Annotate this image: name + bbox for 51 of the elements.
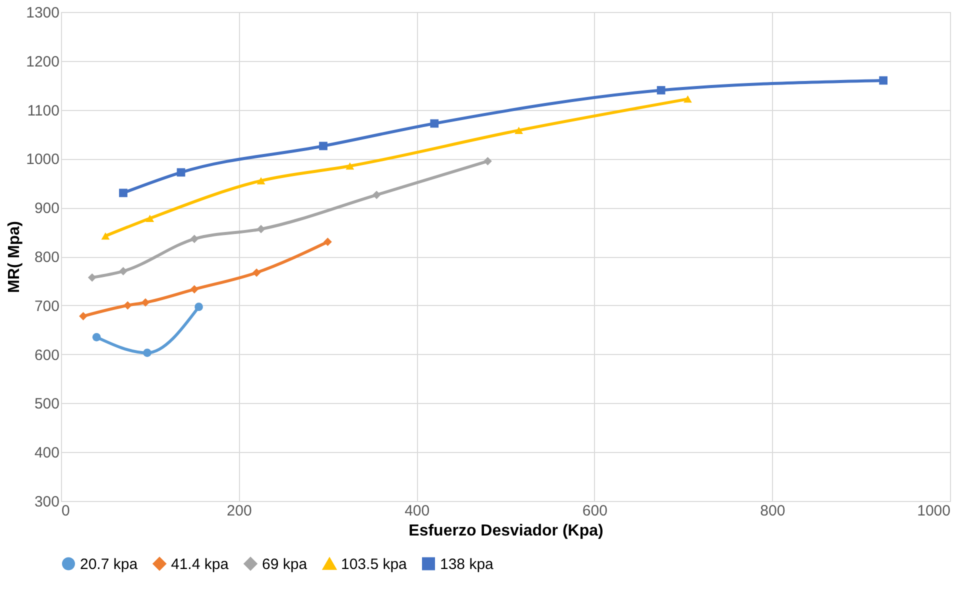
y-tick-label: 1000 <box>26 151 60 168</box>
point <box>256 224 266 234</box>
x-tick-label: 800 <box>760 502 786 520</box>
point <box>119 188 128 198</box>
point <box>119 266 128 276</box>
point <box>143 348 152 358</box>
y-axis-title: MR( Mpa) <box>6 221 24 293</box>
x-tick-label: 400 <box>404 502 430 520</box>
legend-label: 103.5 kpa <box>341 556 408 574</box>
y-tick-label: 400 <box>34 444 60 462</box>
y-tick-label: 800 <box>34 249 60 266</box>
point <box>194 302 203 312</box>
y-tick-label: 500 <box>34 396 60 413</box>
point <box>879 76 888 85</box>
point <box>176 168 186 177</box>
legend-label: 20.7 kpa <box>80 556 138 573</box>
point <box>656 86 666 94</box>
point <box>324 238 332 246</box>
point <box>141 298 150 307</box>
x-axis-title: Esfuerzo Desviador (Kpa) <box>408 522 604 540</box>
point <box>88 273 96 282</box>
point <box>190 285 199 294</box>
point <box>372 190 381 200</box>
point <box>92 333 101 342</box>
point <box>256 177 266 184</box>
x-tick-label: 200 <box>226 502 252 520</box>
legend-label: 41.4 kpa <box>171 556 230 573</box>
point <box>319 142 328 150</box>
x-tick-label: 600 <box>582 502 608 520</box>
x-tick-label: 1000 <box>917 502 950 520</box>
point <box>346 162 354 170</box>
y-tick-label: 700 <box>34 298 60 315</box>
legend-label: 69 kpa <box>262 556 308 573</box>
point <box>430 119 439 128</box>
point <box>514 126 524 134</box>
point <box>190 234 199 244</box>
y-tick-label: 300 <box>34 494 60 510</box>
point <box>484 156 492 166</box>
y-tick-label: 900 <box>34 200 60 218</box>
point <box>101 232 110 240</box>
point <box>684 95 692 103</box>
y-tick-label: 600 <box>34 346 60 364</box>
y-tick-label: 1100 <box>27 102 60 120</box>
point <box>79 312 88 320</box>
point <box>252 268 261 277</box>
point <box>123 301 132 310</box>
y-tick-label: 1200 <box>26 53 60 70</box>
y-tick-label: 1300 <box>26 4 60 22</box>
x-tick-label: 0 <box>62 502 70 520</box>
legend-label: 138 kpa <box>440 556 494 573</box>
point <box>146 214 154 222</box>
